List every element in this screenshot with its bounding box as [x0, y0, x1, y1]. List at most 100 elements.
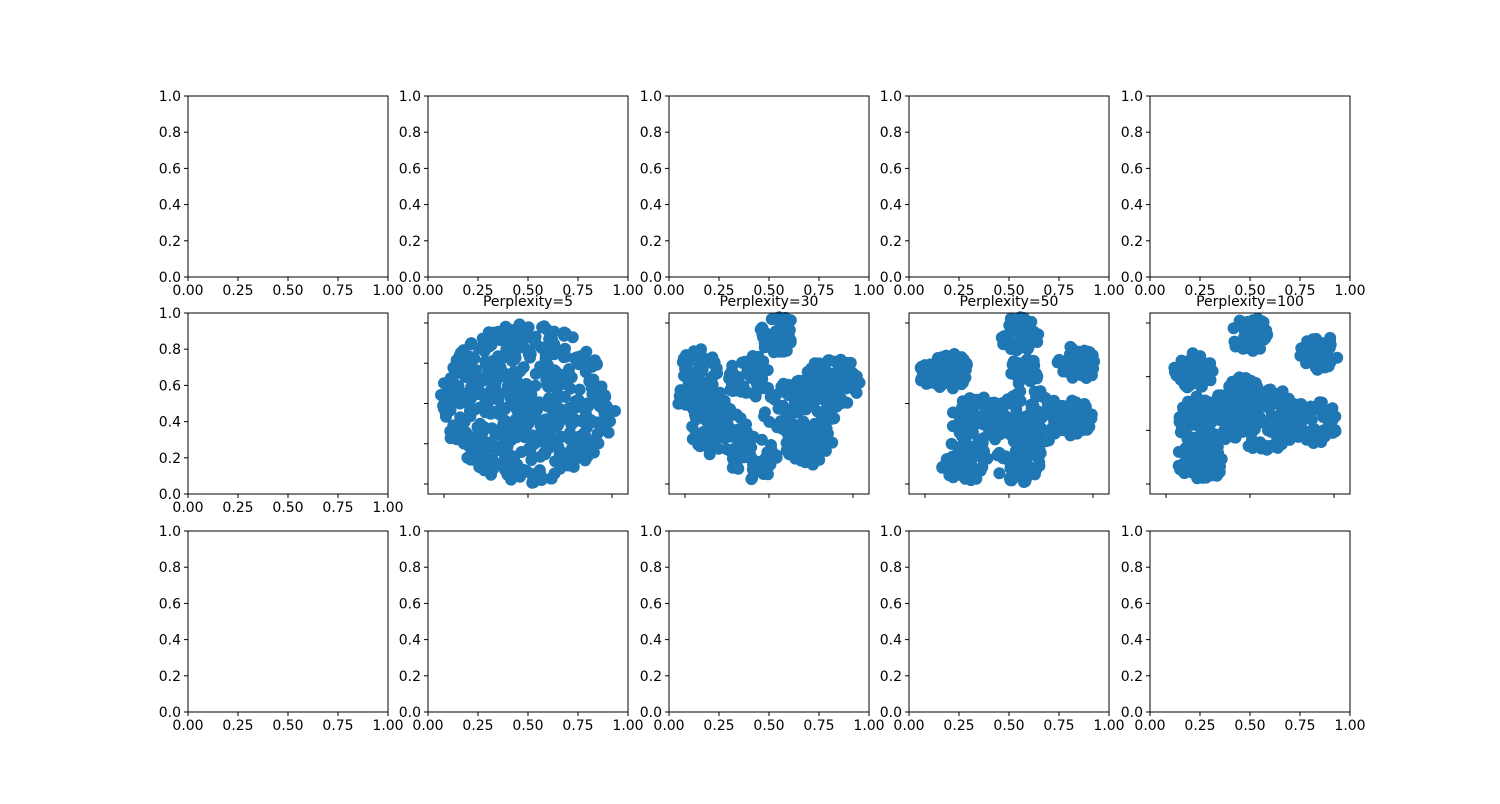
axes-background — [428, 96, 628, 277]
y-tick-label: 0.8 — [159, 125, 181, 141]
y-tick-label: 0.8 — [1121, 560, 1143, 576]
scatter-point — [1039, 435, 1052, 448]
scatter-point — [782, 379, 795, 392]
scatter-point — [546, 333, 559, 346]
scatter-point — [1313, 396, 1326, 409]
x-tick-label: 0.25 — [703, 283, 734, 299]
scatter-point — [1003, 472, 1016, 485]
scatter-point — [438, 377, 450, 390]
scatter-point — [826, 436, 839, 449]
x-tick-label: 0.75 — [322, 500, 353, 516]
y-tick-label: 0.2 — [399, 669, 421, 685]
axes-background — [1150, 531, 1350, 712]
y-tick-label: 0.4 — [399, 633, 421, 649]
scatter-point — [1007, 435, 1020, 448]
x-tick-label: 0.75 — [803, 718, 834, 734]
x-tick-label: 0.75 — [1284, 283, 1315, 299]
scatter-point — [1320, 352, 1333, 365]
y-tick-label: 0.8 — [640, 125, 662, 141]
scatter-point — [499, 414, 512, 427]
scatter-point — [850, 386, 863, 399]
y-tick-label: 0.0 — [399, 705, 421, 721]
y-tick-label: 0.0 — [159, 270, 181, 286]
x-tick-label: 0.75 — [1284, 718, 1315, 734]
scatter-point — [981, 419, 994, 432]
scatter-point — [740, 386, 752, 399]
scatter-point — [972, 410, 985, 423]
x-tick-label: 0.50 — [272, 718, 303, 734]
scatter-point — [773, 418, 786, 431]
scatter-point — [501, 384, 514, 397]
scatter-point — [960, 397, 973, 410]
x-tick-label: 0.75 — [322, 718, 353, 734]
scatter-point — [1308, 423, 1321, 436]
scatter-point — [759, 341, 772, 354]
x-tick-label: 0.25 — [462, 283, 493, 299]
subplot-2-5: Perplexity=100 — [1146, 294, 1351, 498]
scatter-series — [672, 311, 866, 486]
y-tick-label: 0.0 — [159, 487, 181, 503]
scatter-point — [993, 446, 1006, 459]
x-tick-label: 0.00 — [412, 283, 443, 299]
scatter-point — [1061, 363, 1074, 376]
subplot-1-4: 0.00 0.25 0.50 0.75 1.00 0.0 0.2 0.4 0.6 0.8 1.0 — [880, 89, 1125, 299]
x-tick-label: 0.00 — [653, 718, 684, 734]
subplot-3-5: 0.00 0.25 0.50 0.75 1.00 0.0 0.2 0.4 0.6 0.8 1.0 — [1121, 524, 1366, 734]
y-tick-label: 1.0 — [880, 89, 902, 105]
scatter-point — [1297, 346, 1310, 359]
y-tick-label: 1.0 — [640, 524, 662, 540]
scatter-point — [694, 440, 707, 453]
y-tick-label: 0.4 — [640, 198, 662, 214]
x-tick-label: 0.50 — [1234, 718, 1265, 734]
scatter-point — [1326, 426, 1339, 439]
x-tick-label: 0.50 — [512, 718, 543, 734]
scatter-point — [727, 425, 740, 438]
scatter-point — [1192, 412, 1205, 425]
scatter-point — [1017, 476, 1030, 488]
x-tick-label: 0.00 — [172, 283, 203, 299]
scatter-point — [1011, 363, 1024, 376]
x-tick-label: 0.50 — [272, 283, 303, 299]
x-tick-label: 0.50 — [1234, 283, 1265, 299]
scatter-point — [478, 345, 491, 358]
subplot-2-4: Perplexity=50 — [905, 294, 1110, 498]
scatter-point — [1012, 377, 1025, 390]
scatter-point — [597, 415, 610, 428]
scatter-point — [498, 428, 511, 441]
y-tick-label: 0.0 — [640, 270, 662, 286]
y-tick-label: 0.6 — [880, 596, 902, 612]
scatter-point — [806, 458, 819, 471]
scatter-point — [508, 395, 520, 408]
scatter-point — [1215, 389, 1228, 402]
scatter-point — [740, 418, 752, 431]
scatter-point — [565, 418, 578, 430]
scatter-point — [742, 356, 755, 369]
scatter-point — [1248, 437, 1261, 450]
x-tick-label: 0.25 — [462, 718, 493, 734]
subplot-3-1: 0.00 0.25 0.50 0.75 1.00 0.0 0.2 0.4 0.6 0.8 1.0 — [159, 524, 404, 734]
scatter-point — [808, 389, 820, 402]
scatter-point — [1182, 395, 1195, 408]
y-tick-label: 0.6 — [399, 596, 421, 612]
y-tick-label: 0.8 — [399, 560, 421, 576]
scatter-point — [557, 407, 570, 420]
subplot-1-1: 0.00 0.25 0.50 0.75 1.00 0.0 0.2 0.4 0.6 0.8 1.0 — [159, 89, 404, 299]
axes-background — [188, 531, 388, 712]
scatter-point — [522, 388, 535, 401]
y-tick-label: 0.6 — [880, 161, 902, 177]
scatter-point — [1275, 409, 1288, 422]
y-tick-label: 0.8 — [880, 560, 902, 576]
scatter-point — [1002, 453, 1015, 466]
subplot-2-3: Perplexity=30 — [665, 294, 870, 498]
x-tick-label: 0.00 — [893, 718, 924, 734]
scatter-point — [726, 365, 738, 378]
scatter-point — [450, 421, 463, 434]
scatter-point — [478, 464, 491, 477]
y-tick-label: 0.8 — [640, 560, 662, 576]
x-tick-label: 1.00 — [1334, 718, 1365, 734]
y-tick-label: 0.2 — [880, 234, 902, 250]
scatter-point — [924, 358, 937, 371]
scatter-point — [505, 461, 518, 474]
axes-background — [1150, 96, 1350, 277]
